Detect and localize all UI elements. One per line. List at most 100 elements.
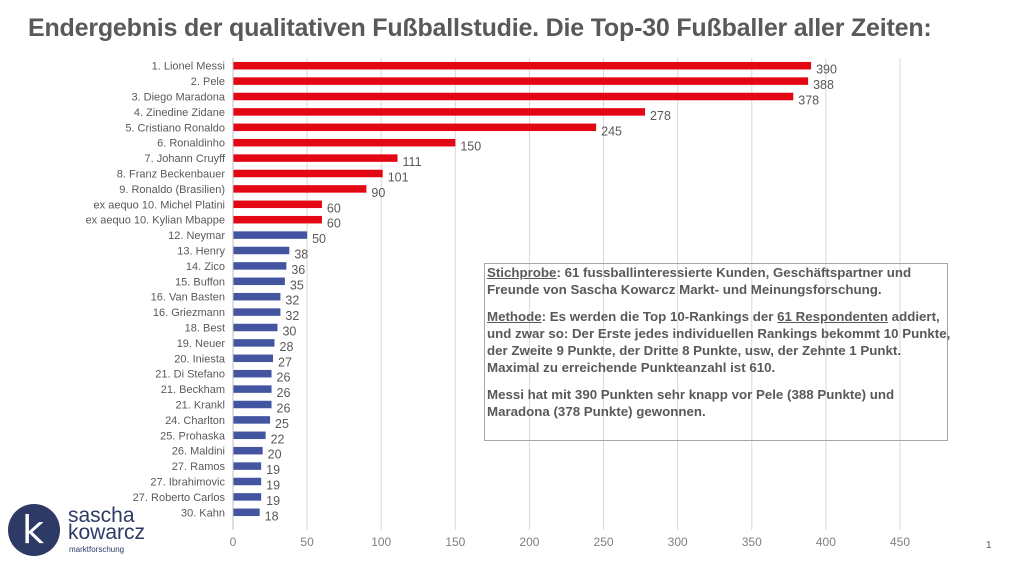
category-label: 5. Cristiano Ronaldo [125,122,225,134]
category-label: 12. Neymar [168,230,225,242]
category-label: 19. Neuer [177,338,226,350]
x-tick-label: 0 [230,535,237,549]
logo-letter: k [22,508,45,552]
data-label: 388 [813,78,834,92]
category-label: 21. Krankl [175,400,225,412]
bar [233,108,646,116]
data-label: 60 [327,217,341,231]
page-number: 1 [986,540,992,551]
bar [233,477,262,486]
company-logo: k sascha kowarcz marktforschung [8,504,168,564]
data-label: 35 [290,278,304,292]
data-label: 26 [277,402,291,416]
info-box: Stichprobe: 61 fussballinteressierte Kun… [487,264,957,430]
category-label: 20. Iniesta [174,353,226,365]
bar [233,61,812,70]
x-tick-label: 100 [371,535,391,549]
x-tick-label: 400 [816,535,836,549]
category-label: 16. Griezmann [153,307,225,319]
bar [233,200,322,209]
x-tick-label: 200 [519,535,539,549]
data-label: 19 [266,463,280,477]
category-label: 8. Franz Beckenbauer [117,169,226,181]
logo-subtitle: marktforschung [69,545,125,554]
category-label: 21. Beckham [161,384,225,396]
category-label: 24. Charlton [165,415,225,427]
data-label: 30 [282,325,296,339]
x-tick-label: 350 [742,535,762,549]
bar [233,308,281,316]
data-label: 19 [266,479,280,493]
data-label: 245 [601,124,622,138]
method-text-2: addiert, und zwar so: Der Erste jedes in… [487,309,951,375]
sample-text: : 61 fussballinteressierte Kunden, Gesch… [487,265,912,297]
sample-label: Stichprobe [487,265,557,280]
data-label: 390 [816,63,837,77]
bar [233,354,274,363]
bar [233,215,322,224]
data-label: 278 [650,109,671,123]
data-label: 18 [265,509,279,523]
category-label: 1. Lionel Messi [152,61,225,73]
result-paragraph: Messi hat mit 390 Punkten sehr knapp vor… [487,387,895,419]
category-label: ex aequo 10. Kylian Mbappe [86,215,225,227]
bar [233,123,597,132]
bar [233,369,272,378]
method-respondents: 61 Respondenten [777,309,888,324]
category-label: 21. Di Stefano [155,369,225,381]
x-tick-label: 150 [445,535,465,549]
bar [233,292,281,301]
data-label: 26 [277,371,291,385]
data-label: 22 [271,432,285,446]
data-label: 60 [327,201,341,215]
category-label: 13. Henry [177,246,225,258]
category-label: 18. Best [185,323,225,335]
data-label: 150 [460,140,481,154]
category-label: 27. Ibrahimovic [150,477,225,489]
info-box-border [484,263,948,441]
method-text-1: : Es werden die Top 10-Rankings der [541,309,778,324]
data-label: 50 [312,232,326,246]
data-label: 26 [277,386,291,400]
bar [233,446,263,455]
category-label: 15. Buffon [175,276,225,288]
data-label: 38 [294,248,308,262]
data-label: 20 [268,448,282,462]
data-label: 32 [285,309,299,323]
data-label: 28 [280,340,294,354]
x-tick-label: 300 [668,535,688,549]
data-label: 36 [291,263,305,277]
category-label: 27. Roberto Carlos [133,492,226,504]
data-label: 111 [403,155,422,169]
bar [233,339,275,347]
data-label: 19 [266,494,280,508]
category-label: 25. Prohaska [160,430,226,442]
category-label: 9. Ronaldo (Brasilien) [119,184,225,196]
category-label: 27. Ramos [172,461,226,473]
bar [233,462,262,470]
category-label: 6. Ronaldinho [157,138,225,150]
category-label: 30. Kahn [181,507,225,519]
bar [233,185,367,193]
bar [233,154,398,162]
logo-circle-icon: k [8,504,60,556]
bar [233,246,290,255]
bar [233,77,809,85]
bar [233,385,272,393]
x-tick-label: 450 [890,535,910,549]
bar [233,262,287,270]
bar [233,493,262,501]
logo-name-line2: kowarcz [68,521,146,544]
bar [233,169,383,178]
category-label: 7. Johann Cruyff [144,153,225,165]
bar [233,138,456,147]
category-label: 26. Maldini [172,446,225,458]
x-tick-label: 250 [594,535,614,549]
data-label: 101 [388,171,409,185]
sample-paragraph: Stichprobe: 61 fussballinteressierte Kun… [487,264,957,298]
data-label: 25 [275,417,289,431]
logo-name-line1: sascha [68,504,135,527]
category-label: 14. Zico [186,261,225,273]
category-label: 16. Van Basten [151,292,225,304]
